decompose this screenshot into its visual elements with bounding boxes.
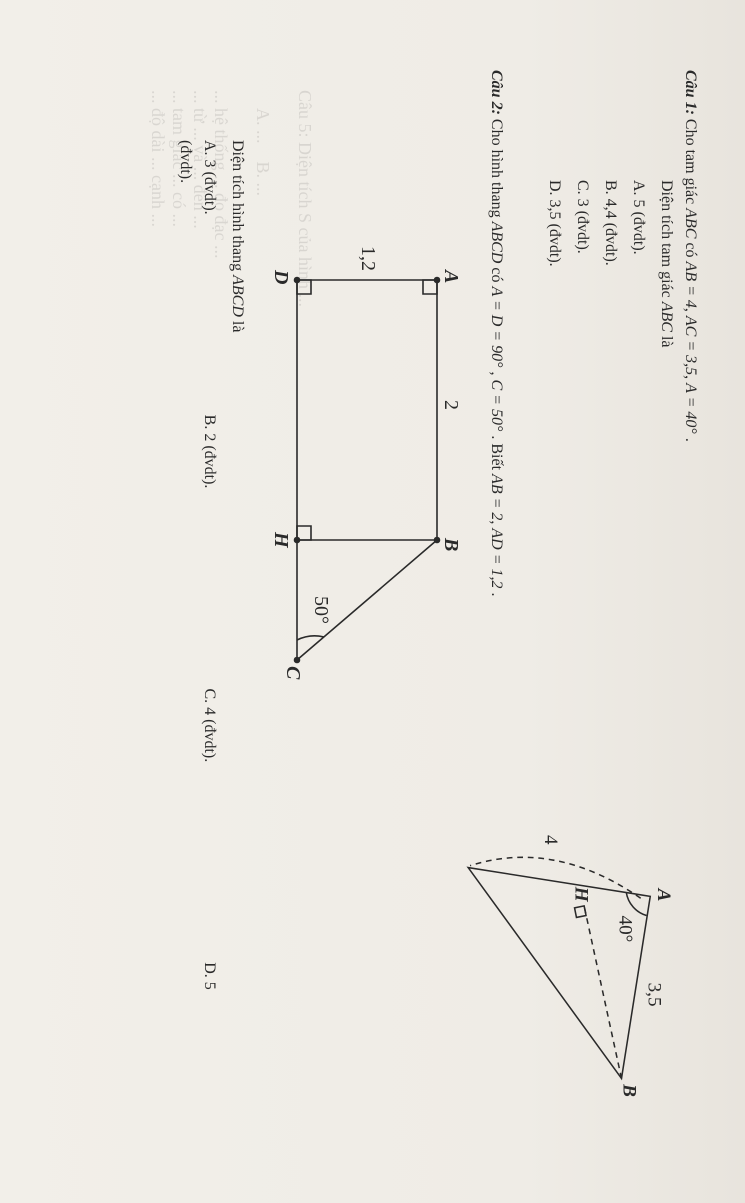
q2-opt-d: D. 5 (200, 962, 218, 990)
q1-s1: Cho tam giác (682, 119, 699, 208)
fig2-B: B (440, 537, 462, 551)
q1-stem-line1: Câu 1: Cho tam giác ABC có AB = 4, AC = … (681, 70, 699, 670)
fig1-angle-a: 40° (615, 916, 636, 943)
q1-stem-line2: Diện tích tam giác ABC là (657, 180, 675, 670)
fig2-A: A (440, 268, 462, 283)
q2-eqA: A = D = 90° (488, 286, 505, 367)
q2-opt-c: C. 4 (đvdt). (200, 688, 218, 762)
fig2-top: 2 (440, 400, 462, 410)
q1-eq1: AB = 4 (682, 262, 699, 308)
q1-eq2: AC = 3,5 (682, 316, 699, 375)
q1-opt-a: A. 5 (đvdt). (629, 180, 647, 670)
q1-eq3: A = 40° (682, 383, 699, 434)
q2-s3: . Biết (488, 435, 505, 474)
q2-options-row: A. 3 (đvdt). B. 2 (đvdt). C. 4 (đvdt). D… (200, 140, 218, 1153)
q2-figure: A B C D H 2 1,2 50° (267, 240, 467, 760)
q2-l3q: ABCD (229, 275, 246, 317)
q1-tri: ABC (682, 208, 699, 238)
q1-opt-c: C. 3 (đvdt). (573, 180, 591, 670)
q1-s2: có (682, 242, 699, 261)
q2-eqC: C = 50° (488, 380, 505, 432)
q2-eqAD: AD = 1,2 (488, 528, 505, 588)
q2-opt-a: A. 3 (đvdt). (200, 140, 218, 215)
q2-extra: (đvdt). (176, 140, 194, 1153)
fig2-left: 1,2 (357, 246, 379, 271)
fig2-D: D (270, 269, 292, 284)
q2-opt-b: B. 2 (đvdt). (200, 415, 218, 489)
fig1-label-A: A (653, 888, 674, 902)
q2-l3a: Diện tích hình thang (229, 140, 246, 275)
q2-s2: có (488, 267, 505, 286)
q2-tail: . (488, 593, 505, 597)
q1-options: A. 5 (đvdt). B. 4,4 (đvdt). C. 3 (đvdt).… (545, 180, 647, 670)
q1-l2b: là (658, 336, 675, 348)
q1-l2tri: ABC (658, 302, 675, 332)
q1-period: . (682, 438, 699, 442)
fig1-side-ab: 3,5 (643, 983, 664, 1007)
q2-eqAB: AB = 2 (488, 474, 505, 520)
fig1-base: 4 (540, 835, 561, 845)
q1-l2a: Diện tích tam giác (658, 180, 675, 302)
q2-s1: Cho hình thang (488, 119, 505, 222)
fig1-label-H: H (571, 886, 592, 903)
fig2-angC: 50° (310, 596, 332, 624)
q2-stem: Câu 2: Cho hình thang ABCD có A = D = 90… (487, 70, 505, 1153)
q2-prefix: Câu 2: (488, 70, 505, 115)
q1-prefix: Câu 1: (682, 70, 699, 115)
q2-quad: ABCD (488, 222, 505, 264)
q2-l3b: là (229, 321, 246, 333)
q2-line3: Diện tích hình thang ABCD là (228, 140, 246, 1153)
fig2-C: C (282, 666, 304, 680)
fig1-label-B: B (618, 1083, 639, 1097)
q1-opt-d: D. 3,5 (đvdt). (545, 180, 563, 670)
fig2-H: H (270, 531, 292, 549)
q1-opt-b: B. 4,4 (đvdt). (601, 180, 619, 670)
